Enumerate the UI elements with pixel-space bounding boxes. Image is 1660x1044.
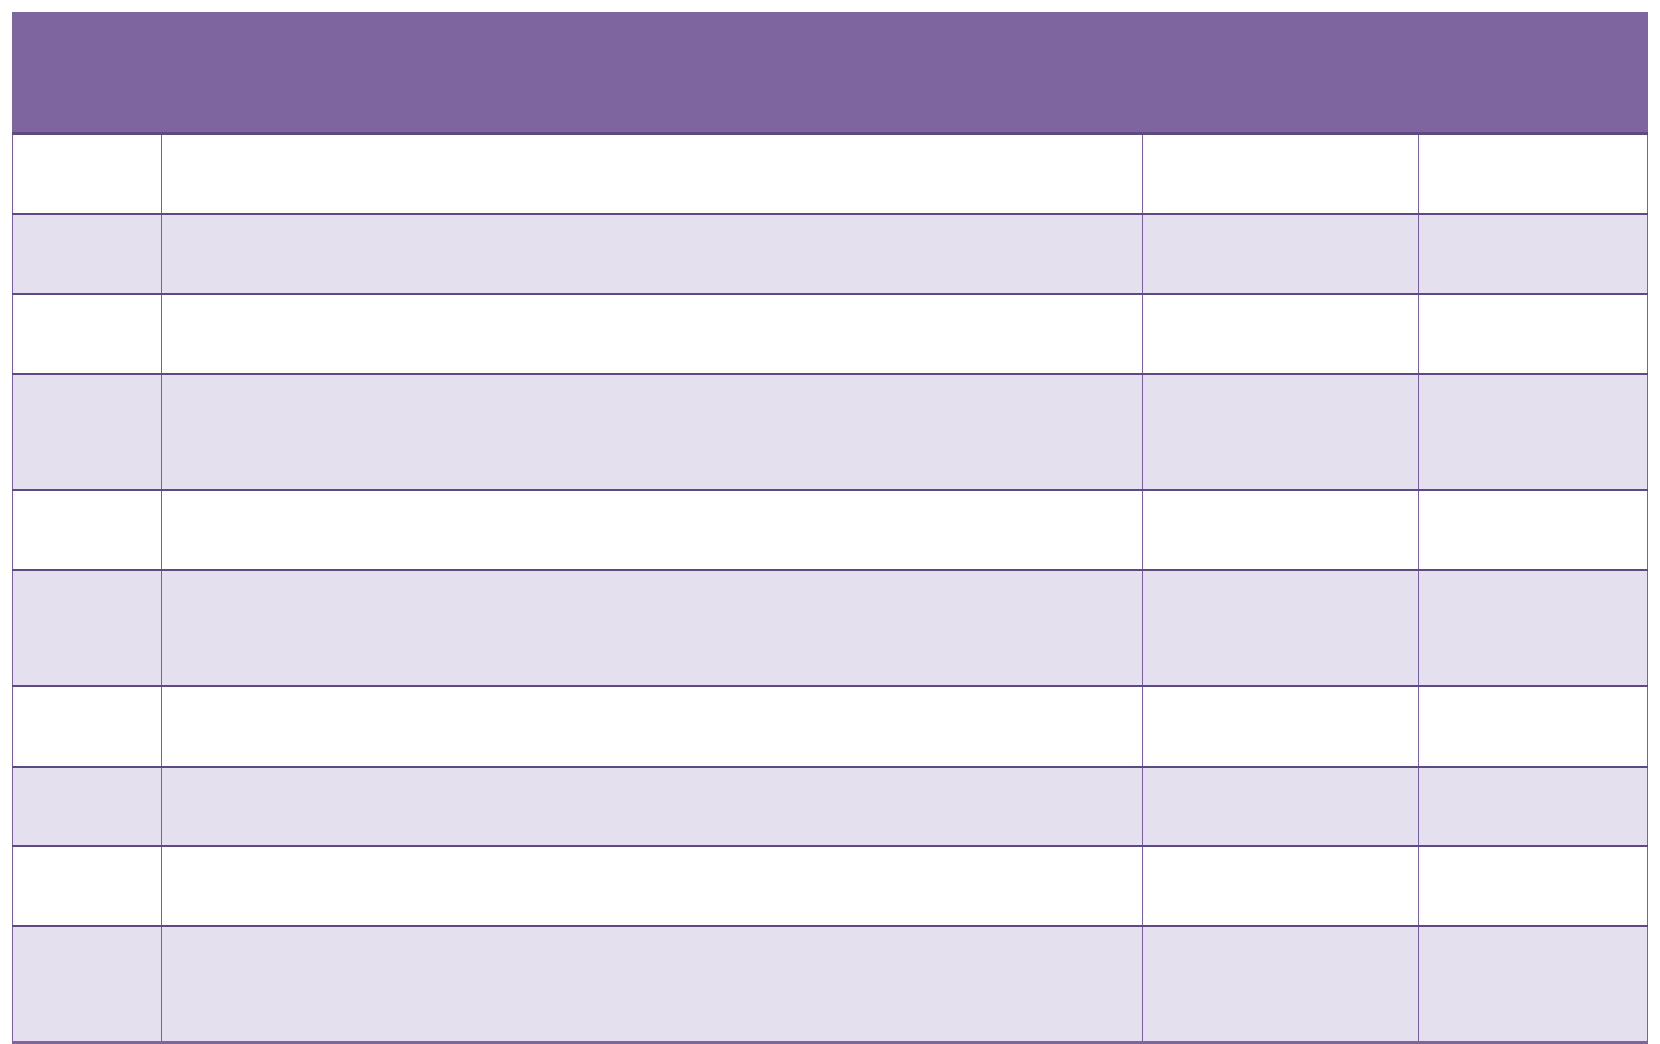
table-cell — [12, 293, 162, 375]
table-row — [12, 685, 1648, 768]
table-cell — [1142, 132, 1419, 215]
table-row — [12, 766, 1648, 847]
table-cell — [1142, 373, 1419, 491]
table-cell — [1142, 925, 1419, 1044]
table-cell — [161, 373, 1143, 491]
table-cell — [1142, 845, 1419, 927]
table-row — [12, 845, 1648, 927]
table-cell — [12, 925, 162, 1044]
table-row — [12, 373, 1648, 491]
table-cell — [12, 132, 162, 215]
table-cell — [12, 489, 162, 571]
table-row — [12, 925, 1648, 1044]
table-cell — [1142, 293, 1419, 375]
table-cell — [1142, 213, 1419, 295]
table-row — [12, 132, 1648, 215]
table-cell — [1142, 569, 1419, 687]
table-cell — [1418, 685, 1648, 768]
table-cell — [161, 489, 1143, 571]
table-cell — [161, 293, 1143, 375]
table-cell — [161, 132, 1143, 215]
table-cell — [1418, 845, 1648, 927]
table-cell — [1418, 373, 1648, 491]
table-cell — [12, 569, 162, 687]
table-row — [12, 213, 1648, 295]
table-cell — [12, 766, 162, 847]
table-row — [12, 489, 1648, 571]
table-cell — [161, 925, 1143, 1044]
table-row — [12, 569, 1648, 687]
table-cell — [1418, 569, 1648, 687]
table-row — [12, 293, 1648, 375]
table-cell — [1142, 685, 1419, 768]
table-cell — [161, 766, 1143, 847]
table-cell — [161, 569, 1143, 687]
table-cell — [1418, 766, 1648, 847]
table-cell — [1142, 766, 1419, 847]
table-cell — [12, 373, 162, 491]
table-cell — [1418, 925, 1648, 1044]
table-cell — [1418, 489, 1648, 571]
table-cell — [1418, 293, 1648, 375]
table-cell — [1142, 489, 1419, 571]
table-cell — [12, 845, 162, 927]
table-cell — [12, 213, 162, 295]
empty-table — [12, 12, 1648, 1044]
table-cell — [1418, 213, 1648, 295]
table-header-row — [12, 12, 1648, 135]
table-cell — [12, 685, 162, 768]
table-header-cell — [12, 12, 1648, 135]
table-cell — [161, 685, 1143, 768]
table-cell — [1418, 132, 1648, 215]
table-cell — [161, 213, 1143, 295]
table-cell — [161, 845, 1143, 927]
